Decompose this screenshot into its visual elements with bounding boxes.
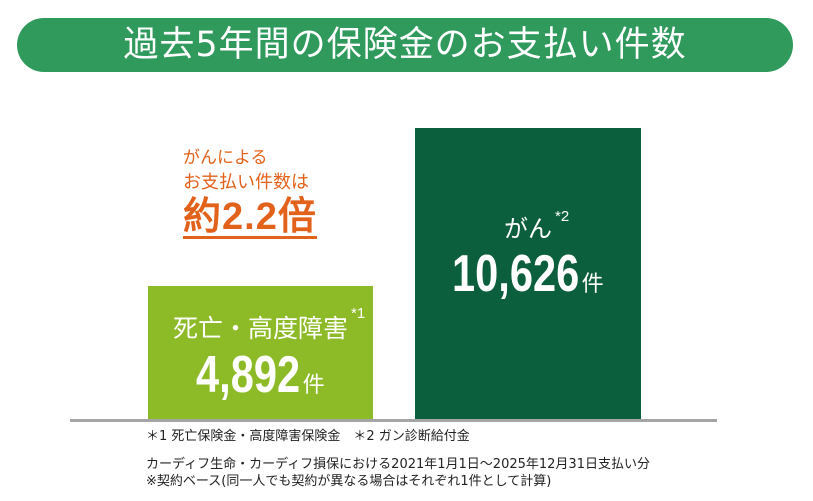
baseline-axis [70,419,717,422]
value-label-cancer-row: 10,626件 [415,248,641,300]
category-label-death-disability-row: 死亡・高度障害 *1 [148,306,373,343]
value-label-death-disability: 4,892 [196,346,301,404]
title-banner: 過去5年間の保険金のお支払い件数 [17,18,793,72]
bar-death-disability [148,285,373,420]
bar-cancer [415,128,641,420]
footnote-mark-2: *2 [555,208,570,225]
category-label-cancer: がん [504,215,552,243]
footnote-mark-1: *1 [351,305,366,322]
category-label-cancer-row: がん *2 [415,209,641,243]
footnote-source: カーディフ生命・カーディフ損保における2021年1月1日～2025年12月31日… [146,457,650,472]
footnote-basis: ※契約ベース(同一人でも契約が異なる場合はそれぞれ1件として計算) [146,474,552,489]
unit-label-cancer: 件 [581,272,604,297]
chart-title: 過去5年間の保険金のお支払い件数 [123,25,687,65]
category-label-death-disability: 死亡・高度障害 [172,314,348,343]
value-label-cancer: 10,626 [452,245,580,303]
category-label-cancer-wrap: がん *2 [504,209,569,243]
callout-line-1: がんによる [183,148,268,168]
category-label-death-disability-wrap: 死亡・高度障害 *1 [172,306,365,343]
callout-highlight: 約2.2倍 [183,196,317,239]
callout-line-2: お支払い件数は [183,172,309,193]
footnote-legend: ＊1 死亡保険金・高度障害保険金 ＊2 ガン診断給付金 [146,429,470,444]
unit-label-death-disability: 件 [302,373,325,398]
value-label-death-disability-row: 4,892件 [148,349,373,401]
